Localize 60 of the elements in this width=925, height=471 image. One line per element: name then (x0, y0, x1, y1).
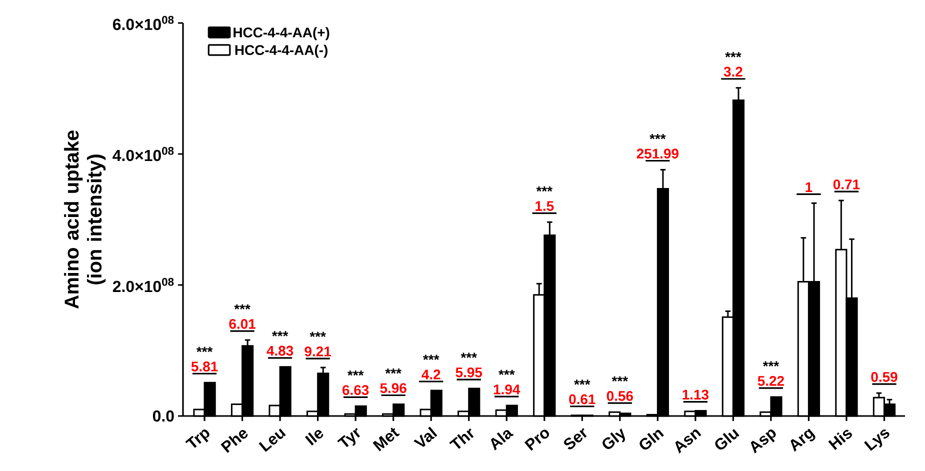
x-tick-label: Phe (220, 430, 248, 453)
x-tick-label: Ile (304, 430, 324, 446)
annotation: 6.01 (229, 318, 256, 329)
x-tick-label: Gln (640, 430, 664, 450)
annotation: 6.63 (342, 385, 369, 396)
annotation: *** (234, 304, 250, 310)
annotation: *** (347, 370, 364, 376)
x-tick-label: Tyr (337, 428, 360, 448)
annotation: *** (612, 376, 628, 382)
legend-label: HCC-4-4-AA(+) (234, 27, 330, 40)
x-tick-label: Pro (524, 430, 550, 451)
annotation: *** (385, 368, 402, 374)
annotation: *** (650, 134, 666, 140)
annotation: *** (725, 52, 742, 58)
x-tick-label: Asn (675, 429, 702, 454)
annotation: 251.99 (636, 148, 678, 159)
x-tick-label: Thr (449, 428, 474, 449)
x-tick-label: Ser (564, 428, 587, 450)
x-tick-label: Gly (602, 428, 625, 449)
x-tick-label: Met (372, 428, 400, 452)
annotation: 5.81 (191, 362, 218, 372)
x-tick-label: Val (413, 426, 438, 447)
x-tick-label: Lys (864, 429, 890, 451)
annotation: 0.59 (871, 372, 898, 382)
y-tick-label: 4.0×10$^{08}$ (112, 146, 174, 162)
x-tick-label: Asp (750, 429, 776, 454)
annotation: 5.96 (380, 383, 406, 394)
x-tick-label: Trp (185, 429, 210, 448)
annotation: *** (423, 354, 440, 360)
x-tick-label: Arg (790, 428, 816, 452)
annotation: *** (460, 352, 477, 358)
annotation: 4.2 (422, 370, 440, 380)
annotation: *** (272, 331, 288, 336)
annotation: 0.61 (569, 394, 596, 404)
x-tick-label: Glu (715, 429, 740, 450)
legend-label: HCC-4-4-AA(-) (235, 44, 328, 58)
annotation: 1.13 (682, 390, 708, 400)
x-tick-label: Leu (258, 428, 286, 452)
x-tick-label: Ala (490, 430, 514, 450)
annotation: *** (310, 332, 326, 338)
y-tick-label: 6.0×10$^{08}$ (112, 16, 174, 30)
annotation: 0.56 (606, 391, 633, 401)
annotation: 3.2 (724, 66, 742, 77)
y-tick-label: 0.0 (152, 410, 174, 422)
annotation: *** (498, 370, 515, 376)
annotation: 5.95 (456, 367, 482, 378)
annotation: *** (574, 380, 590, 385)
annotation: *** (536, 186, 553, 192)
x-tick-label: His (828, 430, 852, 450)
y-axis-title: Amino acid uptake (ion intensity) (64, 130, 106, 309)
y-tick-label: 2.0×10$^{08}$ (112, 278, 174, 292)
annotation: 1.5 (536, 201, 554, 211)
annotation: 5.22 (758, 376, 784, 386)
annotation: 1.94 (494, 384, 520, 394)
annotation: 0.71 (833, 179, 860, 190)
annotation: *** (196, 346, 213, 352)
annotation: *** (762, 361, 780, 366)
annotation: 9.21 (304, 346, 331, 356)
annotation: 1 (806, 182, 812, 192)
annotation: 4.83 (266, 346, 294, 356)
